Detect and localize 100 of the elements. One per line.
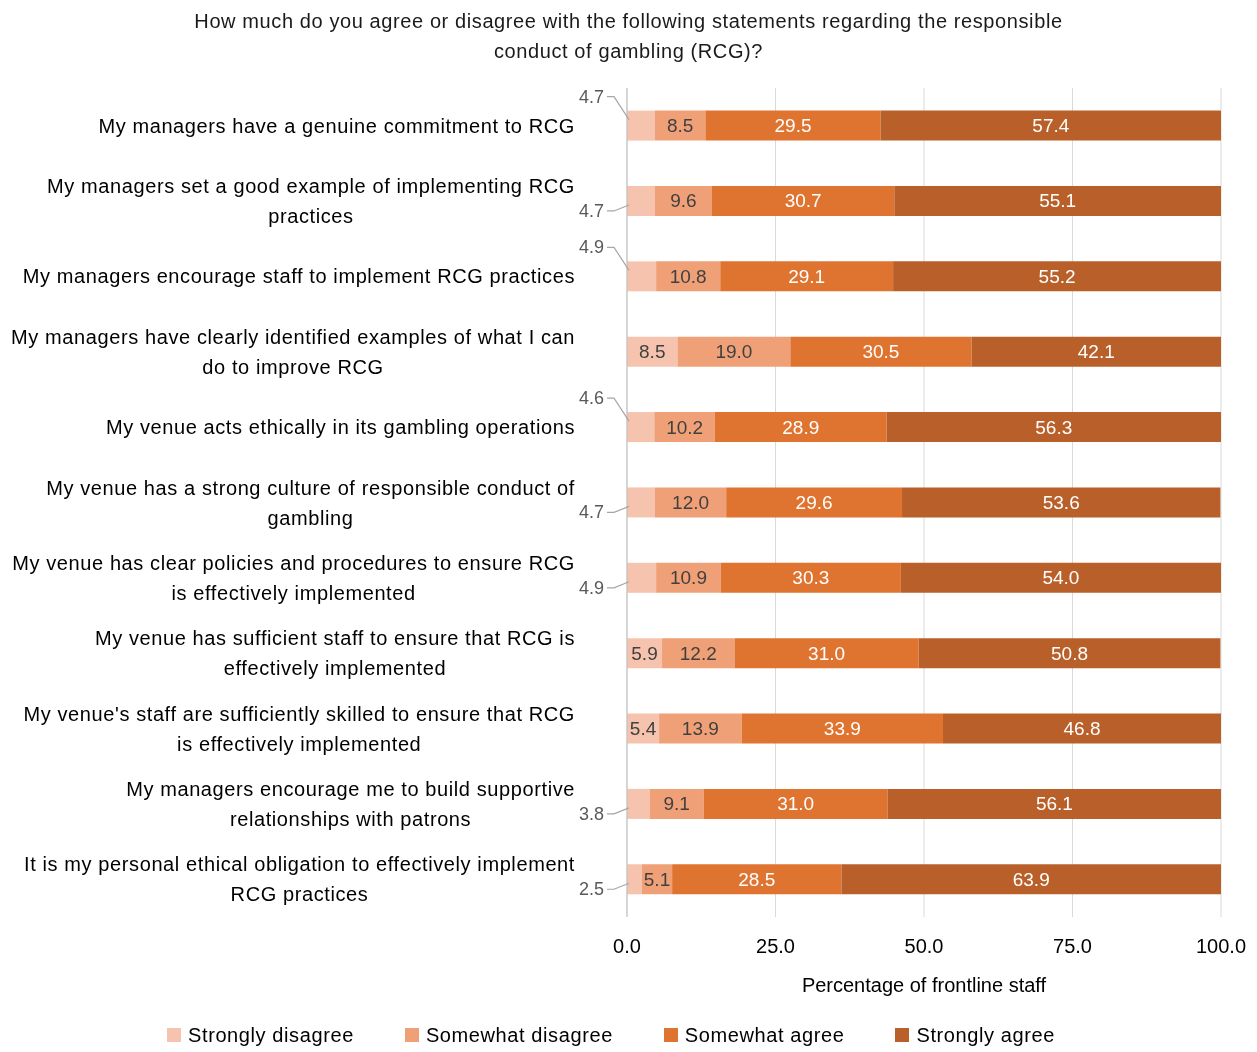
data-label: 56.1	[1035, 793, 1073, 815]
data-label: 42.1	[1077, 341, 1115, 363]
bar	[677, 336, 791, 367]
data-label: 5.1	[643, 868, 671, 890]
y-tick-label: My venue has a strong culture of responsible conduct of gambling	[46, 476, 575, 529]
data-label: 53.6	[1042, 491, 1080, 513]
legend-label: Somewhat agree	[683, 1023, 845, 1048]
data-label: 4.7	[578, 200, 604, 221]
data-label: 63.9	[1012, 868, 1050, 890]
data-label: 56.3	[1035, 416, 1073, 438]
y-tick-label: My venue's staff are sufficiently skilled to ensure that RCG is effectively implemented	[23, 702, 575, 755]
data-label: 29.1	[788, 265, 826, 287]
y-tick-label: My venue acts ethically in its gambling operations	[105, 416, 576, 439]
y-tick-label: My venue has clear policies and procedures to ensure RCG is effectively implemented	[12, 551, 575, 604]
x-tick-label: 0.0	[613, 935, 641, 958]
x-tick-label: 75.0	[1053, 935, 1092, 958]
bar	[672, 864, 842, 895]
legend-label: Somewhat disagree	[424, 1023, 613, 1048]
data-label: 30.3	[792, 567, 830, 589]
y-tick-label: My managers have a genuine commitment to RCG	[98, 114, 576, 137]
data-label: 9.6	[670, 190, 697, 212]
data-label: 19.0	[715, 341, 753, 363]
bar	[654, 185, 712, 216]
bar	[705, 110, 881, 141]
data-label: 12.0	[672, 491, 710, 513]
data-label: 29.5	[774, 115, 812, 137]
bar	[887, 788, 1221, 819]
bar	[627, 487, 655, 518]
y-tick-label: My managers encourage me to build supportive relationships with patrons	[126, 777, 575, 830]
data-label: 33.9	[823, 718, 861, 740]
bar	[627, 110, 655, 141]
bar	[662, 638, 735, 669]
bar	[627, 185, 655, 216]
bar	[886, 412, 1221, 443]
bar	[627, 412, 655, 443]
data-label: 8.5	[639, 341, 666, 363]
bar	[627, 864, 642, 895]
bar	[703, 788, 888, 819]
data-label: 13.9	[681, 718, 719, 740]
bar	[659, 713, 742, 744]
data-label: 55.2	[1038, 265, 1076, 287]
data-label: 57.4	[1032, 115, 1070, 137]
data-label: 4.9	[578, 237, 604, 258]
data-label: 5.9	[631, 642, 658, 664]
y-tick-label: My managers have clearly identified examples of what I can do to improve RCG	[11, 325, 575, 378]
bar	[726, 487, 903, 518]
y-tick-label: My managers set a good example of implementing RCG practices	[46, 175, 575, 228]
data-label: 55.1	[1039, 190, 1077, 212]
data-label: 5.4	[629, 718, 657, 740]
data-label: 28.9	[782, 416, 820, 438]
y-tick-label: My venue has sufficient staff to ensure that RCG is effectively implemented	[94, 627, 576, 680]
data-label: 9.1	[663, 793, 690, 815]
bar	[902, 487, 1221, 518]
legend-label: Strongly agree	[915, 1023, 1055, 1048]
bar	[711, 185, 895, 216]
data-label: 28.5	[738, 868, 776, 890]
x-tick-label: 25.0	[756, 935, 795, 958]
data-label: 4.7	[578, 502, 604, 523]
x-tick-label: 50.0	[904, 935, 944, 958]
bar	[918, 638, 1221, 669]
legend-label: Strongly disagree	[187, 1023, 354, 1048]
data-label: 31.0	[808, 642, 846, 664]
data-label: 4.7	[578, 86, 604, 107]
y-tick-label: My managers encourage staff to implement RCG practices	[22, 265, 576, 288]
bar	[720, 562, 901, 593]
bar	[627, 788, 650, 819]
data-label: 29.6	[795, 491, 833, 513]
bar	[900, 562, 1221, 593]
data-label: 3.8	[578, 803, 604, 824]
bar	[714, 412, 887, 443]
chart-title: How much do you agree or disagree with the following statements regarding the responsible conduct of gambling (RCG)?	[193, 9, 1064, 64]
bar	[649, 788, 704, 819]
bar	[790, 336, 972, 367]
data-label: 10.2	[666, 416, 704, 438]
x-tick-label: 100.0	[1195, 935, 1247, 958]
data-label: 30.7	[784, 190, 822, 212]
bar	[880, 110, 1221, 141]
y-tick-label: It is my personal ethical obligation to effectively implement RCG practices	[24, 853, 576, 906]
data-label: 4.9	[578, 577, 604, 598]
bar	[971, 336, 1221, 367]
bar	[627, 261, 657, 292]
data-label: 12.2	[679, 642, 717, 664]
data-label: 10.8	[669, 265, 707, 287]
data-label: 2.5	[578, 879, 604, 900]
data-label: 10.9	[669, 567, 707, 589]
bar	[893, 261, 1221, 292]
bar	[720, 261, 894, 292]
data-label: 50.8	[1051, 642, 1089, 664]
data-label: 30.5	[862, 341, 900, 363]
data-label: 31.0	[777, 793, 815, 815]
bar	[734, 638, 919, 669]
bar	[894, 185, 1221, 216]
bar	[627, 562, 657, 593]
data-label: 8.5	[666, 115, 694, 137]
bar	[943, 713, 1221, 744]
bar	[741, 713, 944, 744]
bar	[841, 864, 1221, 895]
data-label: 4.6	[578, 388, 604, 409]
data-label: 54.0	[1042, 567, 1080, 589]
x-axis-title: Percentage of frontline staff	[801, 974, 1047, 996]
